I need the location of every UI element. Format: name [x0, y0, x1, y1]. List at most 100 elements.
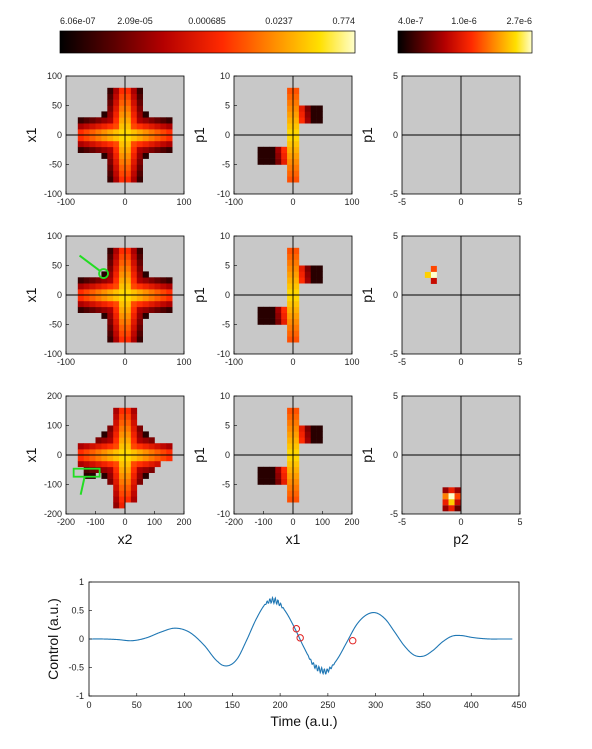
x-tick-label: 100	[176, 357, 191, 367]
heatmap-cell	[142, 312, 149, 319]
y-tick-label: -50	[49, 320, 62, 330]
colorbar-main-tick: 0.0237	[265, 16, 293, 26]
heatmap-cell	[136, 289, 143, 296]
heatmap-cell	[130, 443, 138, 450]
heatmap-cell	[113, 158, 120, 165]
heatmap-cell	[83, 443, 90, 450]
heatmap-cell	[142, 455, 149, 462]
heatmap-cell	[310, 117, 317, 124]
heatmap-cell	[77, 283, 84, 290]
heatmap-cell	[101, 472, 108, 479]
colorbar-main: 6.06e-07 2.09e-05 0.000685 0.0237 0.774	[59, 16, 356, 54]
heatmap-cell	[166, 295, 173, 302]
heatmap-cell	[130, 93, 138, 100]
x-tick-label: 0	[122, 357, 127, 367]
heatmap-cell	[107, 472, 114, 479]
heatmap-cell	[125, 413, 132, 420]
heatmap-cell	[125, 306, 132, 313]
heatmap-cell	[130, 496, 138, 503]
heatmap-cell	[454, 505, 461, 512]
heatmap-cell	[281, 146, 288, 153]
heatmap-cell	[148, 123, 155, 130]
y-axis-label: p1	[191, 287, 207, 303]
heatmap-cell	[107, 295, 114, 302]
y-tick-label: -5	[222, 160, 230, 170]
heatmap-cell	[148, 295, 155, 302]
heatmap-cell	[166, 283, 173, 290]
heatmap-cell	[310, 111, 317, 118]
y-tick-label: 5	[225, 101, 230, 111]
heatmap-cell	[107, 449, 114, 456]
heatmap-cell	[95, 455, 102, 462]
heatmap-cell	[293, 472, 300, 479]
heatmap-cell	[316, 105, 323, 112]
y-tick-label: -100	[44, 189, 62, 199]
heatmap-cell	[293, 164, 300, 171]
heatmap-cell	[257, 466, 264, 473]
heatmap-cell	[160, 129, 167, 136]
heatmap-cell	[113, 259, 120, 266]
heatmap-cell	[125, 460, 132, 468]
heatmap-cell	[304, 277, 311, 284]
heatmap-cell	[142, 443, 149, 450]
heatmap-cell	[113, 170, 120, 177]
heatmap-cell	[287, 271, 294, 278]
heatmap-cell	[113, 140, 120, 148]
heatmap-cell	[293, 146, 300, 153]
heatmap-cell	[160, 295, 167, 302]
heatmap-cell	[310, 265, 317, 272]
heatmap-cell	[287, 123, 294, 130]
heatmap-cell	[113, 123, 120, 130]
heatmap-cell	[287, 484, 294, 491]
heatmap-cell	[154, 300, 161, 308]
heatmap-cell	[113, 117, 120, 124]
heatmap-cell	[287, 146, 294, 153]
y-tick-label: -5	[390, 349, 398, 359]
heatmap-cell	[101, 271, 108, 278]
heatmap-cell	[119, 105, 126, 112]
heatmap-cell	[160, 289, 167, 296]
heatmap-cell	[293, 466, 300, 473]
heatmap-cell	[287, 283, 294, 290]
heatmap-cell	[257, 152, 264, 159]
x-tick-label: 300	[368, 700, 383, 710]
heatmap-cell	[119, 490, 126, 497]
y-tick-label: 5	[393, 71, 398, 81]
heatmap-cell	[101, 117, 108, 124]
x-axis-label: p2	[453, 531, 469, 547]
y-tick-label: 5	[225, 421, 230, 431]
heatmap-cell	[160, 140, 167, 148]
heatmap-cell	[281, 318, 288, 325]
heatmap-cell	[83, 306, 90, 313]
heatmap-cell	[130, 135, 138, 142]
heatmap-cell	[130, 111, 138, 118]
heatmap-cell	[113, 437, 120, 444]
heatmap-cell	[107, 259, 114, 266]
heatmap-cell	[293, 99, 300, 106]
heatmap-cell	[448, 505, 455, 512]
colorbar-momentum-tick: 1.0e-6	[451, 16, 477, 26]
heatmap-cell	[263, 472, 270, 479]
heatmap-cell	[130, 271, 138, 278]
y-tick-label: 5	[393, 391, 398, 401]
heatmap-cell	[269, 306, 276, 313]
heatmap-cell	[293, 111, 300, 118]
heatmap-cell	[269, 158, 276, 165]
heatmap-cell	[293, 87, 300, 94]
x-tick-label: 350	[416, 700, 431, 710]
y-tick-label: 10	[220, 71, 230, 81]
colorbar-momentum: 4.0e-7 1.0e-6 2.7e-6	[397, 16, 533, 54]
heatmap-cell	[166, 140, 173, 148]
x-tick-label: 100	[147, 517, 162, 527]
x-tick-label: 50	[132, 700, 142, 710]
heatmap-cell	[113, 449, 120, 456]
heatmap-cell	[287, 490, 294, 497]
heatmap-cell	[287, 117, 294, 124]
heatmap-cell	[113, 283, 120, 290]
y-tick-label: 0	[225, 450, 230, 460]
heatmap-cell	[130, 283, 138, 290]
heatmap-cell	[101, 111, 108, 118]
y-axis-label: p1	[191, 127, 207, 143]
heatmap-cell	[125, 484, 132, 491]
heatmap-cell	[113, 413, 120, 420]
